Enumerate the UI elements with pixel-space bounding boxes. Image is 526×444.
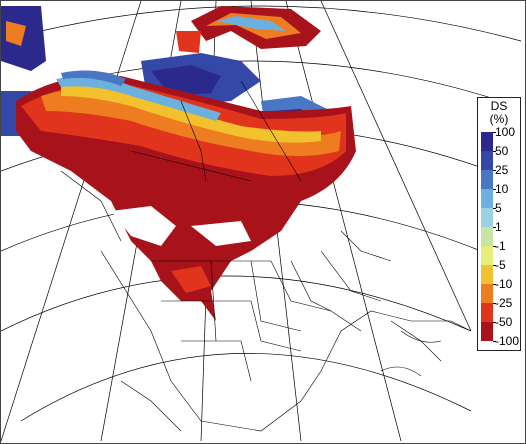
- legend-tick-mark: [493, 322, 496, 323]
- legend-tick-mark: [493, 170, 496, 171]
- legend-tick-label: -10: [495, 277, 513, 291]
- legend-swatch: [481, 189, 493, 208]
- legend-tick-label: 100: [495, 125, 516, 139]
- legend-swatch: [481, 151, 493, 170]
- legend-tick-mark: [493, 227, 496, 228]
- legend-tick-label: 10: [495, 182, 509, 196]
- legend-tick-label: 50: [495, 144, 509, 158]
- legend-tick-label: 1: [495, 220, 502, 234]
- snow-change-field: [16, 70, 356, 322]
- legend-tick-label: -5: [495, 258, 506, 272]
- legend-tick-label: -1: [495, 239, 506, 253]
- legend-tick-mark: [493, 265, 496, 266]
- legend-tick-mark: [493, 341, 496, 342]
- greenland: [191, 6, 321, 49]
- legend-swatch: [481, 265, 493, 284]
- legend-tick-mark: [493, 151, 496, 152]
- legend-tick-label: -100: [495, 334, 520, 348]
- legend-swatch: [481, 132, 493, 151]
- land-outlines: [60, 80, 472, 432]
- legend-tick-mark: [493, 189, 496, 190]
- legend-tick-mark: [493, 284, 496, 285]
- legend-tick-mark: [493, 303, 496, 304]
- legend-swatch: [481, 170, 493, 189]
- legend-tick-mark: [493, 246, 496, 247]
- legend-tick-label: 5: [495, 201, 502, 215]
- legend-swatch: [481, 284, 493, 303]
- legend-tick-label: 25: [495, 163, 509, 177]
- legend-title-line1: DS: [490, 99, 508, 113]
- color-legend: DS (%) 100 50 25 10 5 1 -1 -5 -10 -25 -50 -100: [477, 97, 521, 351]
- legend-swatch: [481, 246, 493, 265]
- legend-tick-mark: [493, 132, 496, 133]
- legend-title-line2: (%): [489, 112, 509, 126]
- legend-tick-mark: [493, 208, 496, 209]
- legend-tick-label: -50: [495, 315, 513, 329]
- legend-swatch: [481, 227, 493, 246]
- legend-tick-label: -25: [495, 296, 513, 310]
- legend-swatch: [481, 322, 493, 341]
- legend-swatch: [481, 303, 493, 322]
- legend-swatch: [481, 208, 493, 227]
